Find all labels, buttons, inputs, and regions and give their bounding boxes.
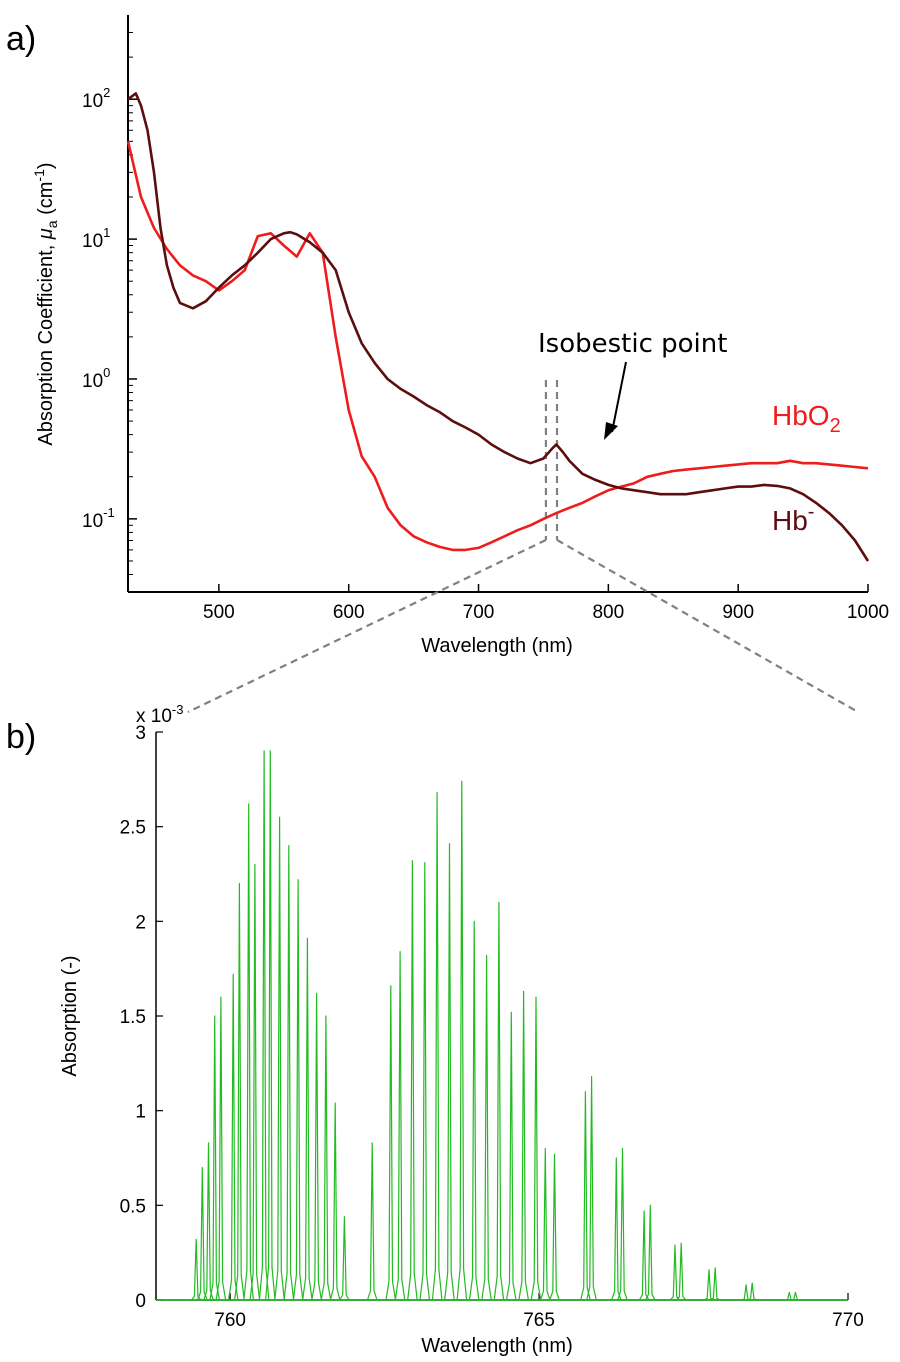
panel-b-x-tick-label: 760 <box>214 1310 246 1331</box>
absorption-peak <box>209 1015 220 1301</box>
absorption-peak <box>394 950 406 1301</box>
isobestic-point-label: Isobestic point <box>538 329 727 359</box>
absorption-peak <box>215 996 227 1301</box>
absorption-peak <box>243 803 254 1301</box>
panel-b-chart: 760 765 770 0 0.5 1 1.5 2 2.5 3 x 10-3 Wavelengt… <box>59 702 864 1357</box>
absorption-peak <box>339 1216 350 1301</box>
panel-b-label: b) <box>6 718 36 756</box>
absorption-peak <box>366 1142 378 1301</box>
panel-a-y-tick-label: 100 <box>82 365 110 392</box>
absorption-peak <box>283 844 295 1301</box>
absorption-peak <box>493 901 505 1301</box>
panel-a-y-tick-label: 102 <box>82 85 110 112</box>
absorption-peak <box>703 1269 715 1301</box>
panel-a-x-tick-label: 600 <box>333 602 365 623</box>
panel-b-y-tick-label: 3 <box>135 723 146 744</box>
panel-b-y-tick-label: 0 <box>135 1291 146 1312</box>
zoom-guides <box>187 380 859 713</box>
absorption-peak <box>329 1102 341 1301</box>
panel-b-x-tick-label: 765 <box>523 1310 555 1331</box>
absorption-peak <box>407 860 418 1301</box>
panel-a-series <box>126 92 870 562</box>
legend-hb: Hb- <box>772 501 814 536</box>
absorption-peak <box>468 920 480 1301</box>
absorption-peak <box>227 973 239 1301</box>
absorption-peak <box>710 1267 721 1301</box>
absorption-peak <box>274 816 285 1301</box>
absorption-peak <box>675 1242 687 1301</box>
panel-a-y-tick-label: 101 <box>82 225 110 252</box>
panel-a-y-tick-label: 10-1 <box>82 505 115 532</box>
absorption-peak <box>481 954 492 1301</box>
absorption-peak <box>197 1166 208 1301</box>
absorption-peak <box>539 1147 551 1301</box>
absorption-peak <box>790 1291 801 1301</box>
absorption-peak <box>518 990 529 1301</box>
absorption-peak <box>644 1204 656 1301</box>
absorption-peak <box>669 1244 681 1301</box>
absorption-peak <box>265 750 276 1301</box>
absorption-peak <box>784 1291 795 1301</box>
panel-b-y-multiplier: x 10-3 <box>136 702 183 727</box>
absorption-peak <box>741 1284 751 1301</box>
series-line-hb <box>127 92 870 562</box>
panel-a-x-ticks: 500 600 700 800 900 1000 <box>203 584 889 623</box>
absorption-peak <box>638 1210 650 1301</box>
isobestic-arrow-head <box>604 422 618 440</box>
panel-b-x-axis-title: Wavelength (nm) <box>421 1335 573 1357</box>
series-line-hbo2 <box>126 141 869 552</box>
absorption-peak <box>444 843 455 1301</box>
panel-b-y-axis-title: Absorption (-) <box>59 955 81 1076</box>
absorption-peak <box>549 1153 560 1301</box>
panel-b-x-tick-label: 770 <box>832 1310 864 1331</box>
panel-b-y-tick-label: 2.5 <box>120 818 146 839</box>
isobestic-arrow-shaft <box>611 361 627 433</box>
absorption-peak <box>249 863 261 1301</box>
panel-a-x-axis-title: Wavelength (nm) <box>421 635 573 657</box>
zoom-guide-right <box>556 539 859 713</box>
absorption-peak <box>419 861 431 1301</box>
zoom-guide-left <box>187 539 547 713</box>
absorption-peak <box>234 882 245 1301</box>
absorption-peak <box>190 1238 202 1301</box>
panel-b-y-tick-label: 1.5 <box>120 1007 146 1028</box>
panel-b-y-tick-label: 1 <box>135 1102 146 1123</box>
legend-hbo2: HbO2 <box>772 400 841 437</box>
absorption-peak <box>580 1091 591 1301</box>
panel-b-x-ticks: 760 765 770 <box>214 1293 864 1331</box>
panel-a-x-tick-label: 700 <box>463 602 495 623</box>
panel-a-x-tick-label: 900 <box>722 602 754 623</box>
absorption-peak <box>258 750 270 1301</box>
panel-b-y-tick-label: 0.5 <box>120 1196 146 1217</box>
panel-b-y-ticks: 0 0.5 1 1.5 2 2.5 3 <box>120 723 163 1312</box>
panel-a-x-tick-label: 1000 <box>847 602 889 623</box>
absorption-peak <box>530 996 542 1301</box>
panel-a-label: a) <box>6 20 36 58</box>
panel-b-y-tick-label: 2 <box>135 912 146 933</box>
absorption-peak <box>617 1147 628 1301</box>
panel-a-y-axis-title: Absorption Coefficient, μa (cm-1) <box>31 162 60 445</box>
absorption-peak <box>203 1142 214 1301</box>
absorption-peak <box>456 780 468 1301</box>
absorption-peak <box>431 791 443 1301</box>
absorption-peak <box>385 985 397 1301</box>
panel-a-y-ticks: 102 101 100 10-1 <box>82 31 137 576</box>
absorption-peak <box>292 879 304 1301</box>
absorption-peak <box>302 937 313 1301</box>
panel-b-series <box>156 750 848 1301</box>
panel-a-x-tick-label: 500 <box>203 602 235 623</box>
panel-a-x-tick-label: 800 <box>592 602 624 623</box>
absorption-peak <box>747 1282 758 1301</box>
panel-a-chart: 500 600 700 800 900 1000 102 101 100 10-1 Wavele… <box>31 15 889 713</box>
absorption-peak <box>611 1157 622 1301</box>
absorption-peak <box>320 1015 332 1301</box>
absorption-peak <box>586 1075 597 1301</box>
absorption-peak <box>311 992 322 1301</box>
absorption-peak <box>505 1011 517 1301</box>
